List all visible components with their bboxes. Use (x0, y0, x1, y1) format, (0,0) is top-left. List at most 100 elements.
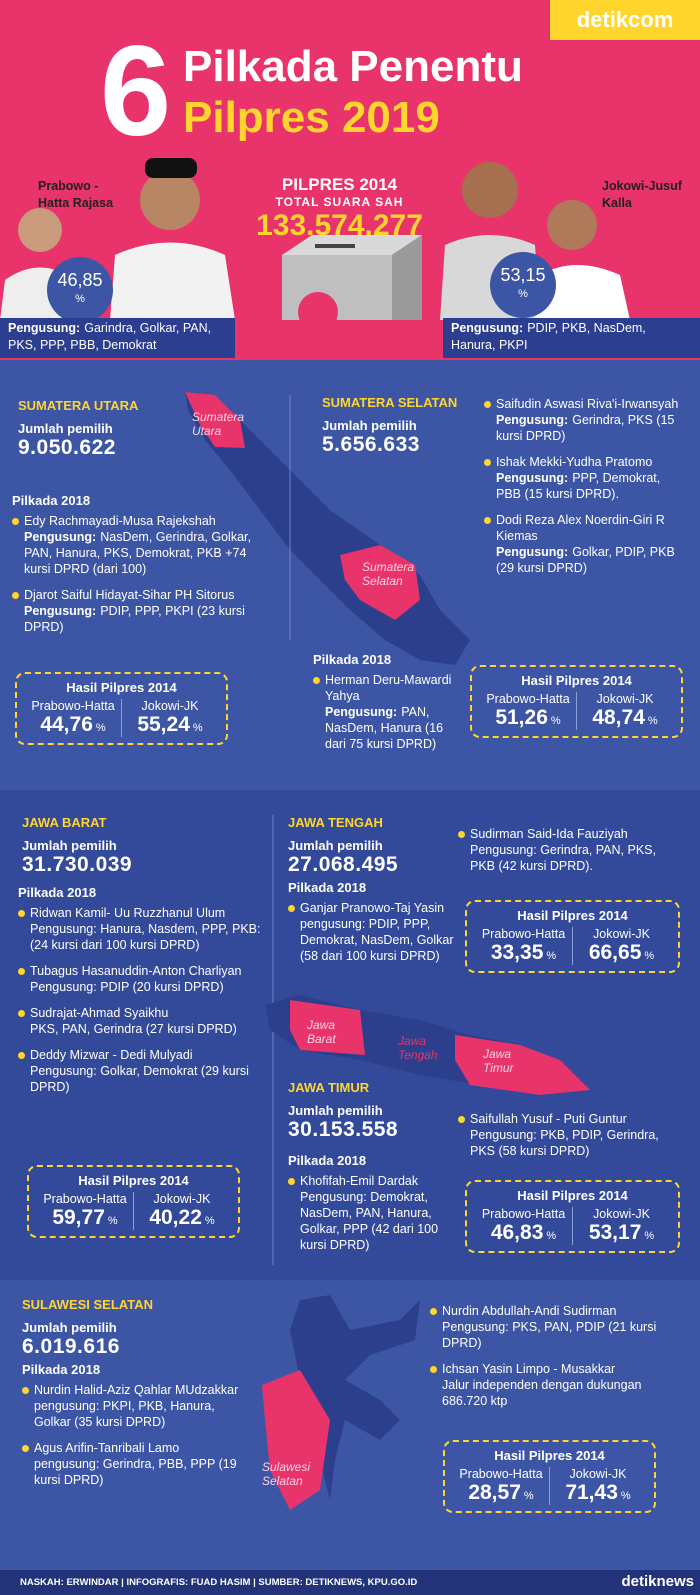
pilkada-label: Pilkada 2018 (22, 1362, 101, 1377)
backers: Pengusung: Gerindra, PAN, PKS, PKB (42 k… (470, 843, 656, 873)
backers: pengusung: Gerindra, PBB, PPP (19 kursi … (34, 1457, 237, 1487)
unit: % (546, 1230, 557, 1242)
title-line1: Pilkada Penentu (183, 42, 523, 91)
candidate-pair: Prabowo-Hatta (481, 1207, 566, 1221)
value: 66,65 (588, 941, 642, 964)
footer (0, 1570, 700, 1595)
candidates: Pilkada 2018 Ridwan Kamil- Uu Ruzzhanul U… (18, 885, 268, 1105)
candidate-pair: Jokowi-JK (141, 699, 199, 713)
result-box: Hasil Pilpres 2014 Prabowo-Hatta 59,77% Jok… (27, 1165, 240, 1238)
result-col: Prabowo-Hatta 33,35% (475, 927, 572, 965)
candidate-name: Saifudin Aswasi Riva'i-Irwansyah (496, 397, 679, 411)
unit: % (523, 1490, 534, 1502)
region-name: SUMATERA SELATAN (322, 395, 458, 410)
candidates: Pilkada 2018 Ganjar Pranowo-Taj Yasin peng… (288, 880, 458, 974)
candidate: Djarot Saiful Hidayat-Sihar PH Sitorus Pe… (12, 587, 267, 635)
pilpres-subtitle: TOTAL SUARA SAH (275, 195, 404, 209)
backers-label: Pengusung: (496, 471, 569, 485)
voters: 6.019.616 (22, 1335, 120, 1358)
region-name: JAWA TENGAH (288, 815, 383, 830)
region-head: SULAWESI SELATAN Jumlah pemilih 6.019.616 (22, 1297, 153, 1359)
candidate: Ganjar Pranowo-Taj Yasin pengusung: PDIP,… (288, 900, 458, 964)
backers: Pengusung: PKB, PDIP, Gerindra, PKS (58 … (470, 1128, 659, 1158)
total: 133.574.277 (256, 209, 423, 242)
backers-label: Pengusung: (24, 604, 97, 618)
value: 59,77 (52, 1206, 105, 1229)
value: 33,35 (490, 941, 544, 964)
result-col: Prabowo-Hatta 51,26% (480, 692, 576, 730)
backers: Pengusung: PDIP (20 kursi DPRD) (30, 980, 224, 994)
header: detikcom 6 Pilkada Penentu Pilpres 2019 … (0, 0, 700, 360)
backers-label: Pengusung: (496, 413, 569, 427)
candidate: Ichsan Yasin Limpo - Musakkar Jalur indep… (430, 1361, 675, 1409)
candidate: Agus Arifin-Tanribali Lamo pengusung: Ger… (22, 1440, 247, 1488)
candidates: Pilkada 2018 Edy Rachmayadi-Musa Rajeksha… (12, 493, 267, 645)
result-value: 28,57% (453, 1481, 549, 1505)
result-value: 48,74% (577, 706, 673, 730)
result-col: Prabowo-Hatta 46,83% (475, 1207, 572, 1245)
candidate-pair: Prabowo-Hatta (459, 1467, 543, 1481)
result-value: 66,65% (573, 941, 670, 965)
percent: 46,85 (57, 270, 103, 290)
candidates: Nurdin Abdullah-Andi Sudirman Pengusung: … (430, 1303, 675, 1419)
total-block: PILPRES 2014 TOTAL SUARA SAH 133.574.277 (237, 175, 442, 243)
value: 51,26 (495, 706, 548, 729)
unit: % (644, 950, 655, 962)
candidate: Herman Deru-Mawardi Yahya Pengusung: PAN, … (313, 672, 463, 752)
pilkada-label: Pilkada 2018 (288, 1153, 367, 1168)
brand: detikcom (550, 0, 700, 40)
unit: % (546, 950, 557, 962)
candidate: Ridwan Kamil- Uu Ruzzhanul Ulum Pengusung… (18, 905, 268, 953)
backers: Jalur independen dengan dukungan 686.720… (442, 1378, 642, 1408)
candidate-name: Agus Arifin-Tanribali Lamo (34, 1441, 180, 1455)
candidate: Khofifah-Emil Dardak Pengusung: Demokrat,… (288, 1173, 453, 1253)
candidate: Saifullah Yusuf - Puti Guntur Pengusung: … (458, 1111, 668, 1159)
backers: PKS, PAN, Gerindra (27 kursi DPRD) (30, 1022, 237, 1036)
candidate-pair: Jokowi-JK (596, 692, 654, 706)
result-row: Prabowo-Hatta 33,35% Jokowi-JK 66,65% (475, 927, 670, 965)
backers-label: Pengusung: (24, 530, 97, 544)
result-value: 53,17% (573, 1221, 670, 1245)
candidate-name: Dodi Reza Alex Noerdin-Giri R Kiemas (496, 513, 665, 543)
region-name: JAWA TIMUR (288, 1080, 370, 1095)
voters-label: Jumlah pemilih (322, 418, 417, 433)
unit: % (518, 288, 528, 300)
region-head: JAWA BARAT Jumlah pemilih 31.730.039 (22, 815, 132, 877)
result-value: 33,35% (475, 941, 572, 965)
voters-label: Jumlah pemilih (22, 838, 117, 853)
result-row: Prabowo-Hatta 44,76% Jokowi-JK 55,24% (25, 699, 218, 737)
voters: 31.730.039 (22, 853, 133, 876)
candidate: Dodi Reza Alex Noerdin-Giri R Kiemas Peng… (484, 512, 684, 576)
candidate-pair: Jokowi-JK (153, 1192, 211, 1206)
result-col: Prabowo-Hatta 28,57% (453, 1467, 549, 1505)
pilkada-label: Pilkada 2018 (18, 885, 97, 900)
candidate-name: Herman Deru-Mawardi Yahya (325, 673, 452, 703)
backers: PAN, NasDem, Hanura (16 dari 75 kursi DP… (325, 705, 444, 751)
candidates: Sudirman Said-Ida Fauziyah Pengusung: Ger… (458, 826, 683, 884)
result-value: 55,24% (122, 713, 218, 737)
unit: % (204, 1215, 215, 1227)
backers-label: Pengusung: (496, 545, 569, 559)
result-title: Hasil Pilpres 2014 (521, 673, 632, 688)
voters-label: Jumlah pemilih (288, 838, 383, 853)
candidate-pair: Jokowi-JK (569, 1467, 627, 1481)
unit: % (550, 715, 561, 727)
result-col: Prabowo-Hatta 59,77% (37, 1192, 133, 1230)
unit: % (192, 722, 203, 734)
map-label: Jawa Timur (483, 1047, 514, 1075)
candidate-name: Ganjar Pranowo-Taj Yasin (300, 901, 445, 915)
map-label: Jawa Tengah (398, 1034, 438, 1062)
result-title: Hasil Pilpres 2014 (78, 1173, 189, 1188)
voters-label: Jumlah pemilih (18, 421, 113, 436)
pilkada-label: Pilkada 2018 (12, 493, 91, 508)
candidate-name: Edy Rachmayadi-Musa Rajekshah (24, 514, 216, 528)
left-name: Prabowo - Hatta Rajasa (38, 179, 114, 210)
result-col: Jokowi-JK 71,43% (549, 1467, 646, 1505)
region-head: SUMATERA SELATAN Jumlah pemilih 5.656.633 (322, 395, 457, 457)
region-head: JAWA TENGAH Jumlah pemilih 27.068.495 (288, 815, 398, 877)
backers: Pengusung: PKS, PAN, PDIP (21 kursi DPRD… (442, 1320, 657, 1350)
unit: % (107, 1215, 118, 1227)
backers: NasDem, Gerindra, Golkar, PAN, Hanura, P… (24, 530, 251, 576)
voters: 5.656.633 (322, 433, 420, 456)
